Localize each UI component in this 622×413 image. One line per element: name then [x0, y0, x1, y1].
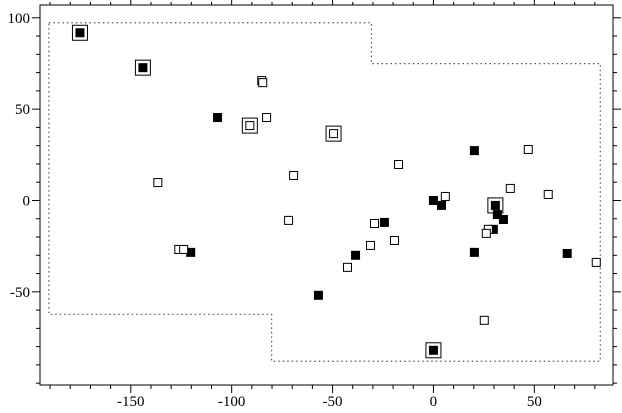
open-marker: [389, 235, 399, 245]
filled-marker: [469, 146, 479, 156]
y-tick-label: -50: [10, 285, 30, 301]
filled-marker: [490, 200, 500, 210]
boxed-marker: [71, 24, 88, 41]
x-tick-label: -50: [323, 394, 343, 408]
open-marker: [284, 215, 294, 225]
open-marker: [365, 240, 375, 250]
x-tick-label: -150: [117, 394, 145, 408]
plot-frame: [39, 4, 614, 386]
boxed-marker: [425, 342, 442, 359]
filled-marker: [428, 345, 438, 355]
open-marker: [370, 219, 380, 228]
boxed-marker: [134, 59, 151, 76]
filled-marker: [488, 224, 498, 234]
open-marker: [289, 170, 299, 180]
filled-marker: [379, 217, 389, 227]
open-marker: [481, 228, 491, 238]
boxed-marker: [487, 197, 504, 214]
filled-marker: [313, 290, 323, 300]
filled-marker: [351, 250, 361, 260]
open-marker: [479, 315, 489, 325]
filled-marker: [469, 247, 479, 257]
open-marker: [543, 189, 553, 199]
filled-marker: [437, 200, 447, 210]
filled-marker: [562, 248, 572, 258]
x-tick-label: 50: [527, 394, 542, 408]
y-tick-label: 50: [15, 102, 30, 118]
boundary: [48, 22, 601, 362]
open-marker: [179, 244, 189, 254]
boxed-marker: [241, 117, 258, 134]
open-marker: [262, 113, 272, 123]
filled-marker: [75, 28, 85, 38]
y-tick-label: 0: [23, 193, 31, 209]
open-marker: [523, 145, 533, 155]
boxed-marker: [325, 125, 342, 142]
open-marker: [591, 257, 601, 267]
filled-marker: [213, 113, 223, 123]
filled-marker: [492, 210, 502, 220]
filled-marker: [186, 247, 196, 257]
y-tick-label: 100: [8, 11, 31, 27]
open-marker: [329, 129, 339, 139]
filled-marker: [428, 195, 438, 205]
open-marker: [153, 178, 163, 188]
filled-marker: [498, 214, 508, 224]
filled-marker: [138, 63, 148, 73]
open-marker: [245, 121, 255, 131]
x-tick-label: 0: [430, 394, 438, 408]
open-marker: [440, 191, 450, 201]
x-tick-label: -100: [218, 394, 246, 408]
open-marker: [505, 183, 515, 193]
open-marker: [258, 78, 268, 88]
open-marker: [394, 159, 404, 169]
open-marker: [342, 262, 352, 272]
